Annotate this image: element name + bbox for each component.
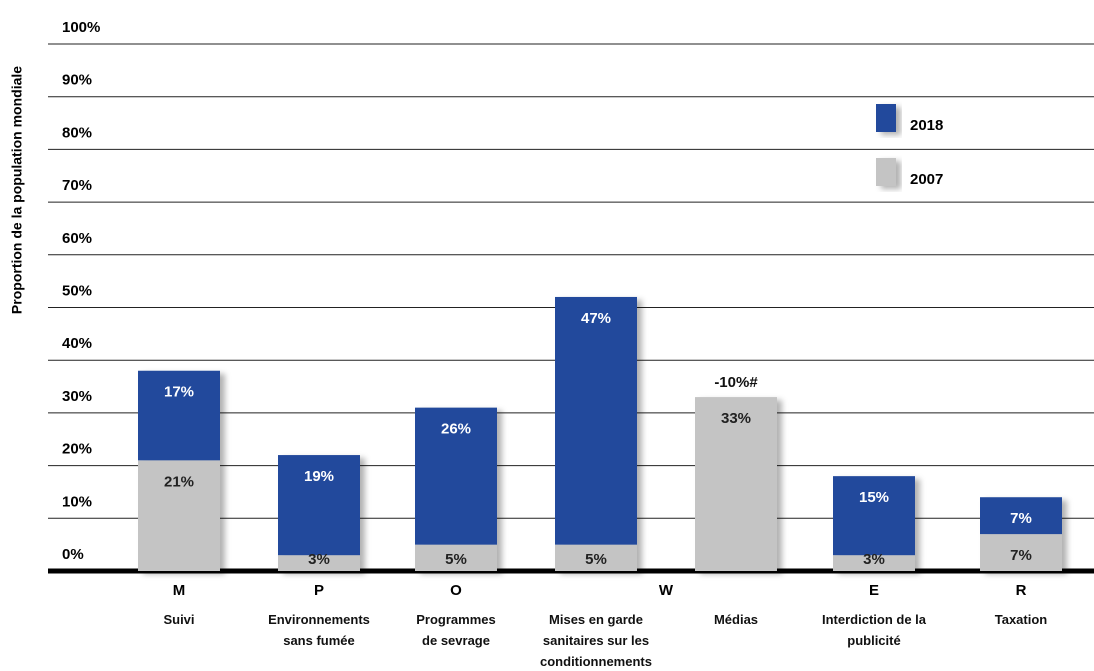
x-tick-label: Suivi <box>163 612 195 627</box>
bar-segment <box>138 460 220 571</box>
bar-stack <box>980 497 1062 571</box>
value-label: 33% <box>721 410 751 427</box>
y-axis-label: Proportion de la population mondiale <box>9 66 25 314</box>
value-label: 15% <box>859 489 889 506</box>
value-label: 7% <box>1010 510 1032 527</box>
bar-segment <box>415 407 497 545</box>
value-label: 47% <box>581 310 611 327</box>
x-tick-label: Mises en garde sanitaires sur les condit… <box>540 612 652 669</box>
bar-segment <box>278 455 360 556</box>
value-label: 5% <box>585 551 607 568</box>
bar-segment <box>555 296 637 545</box>
y-tick-label: 90% <box>62 72 92 89</box>
x-tick-label: Interdiction de la publicité <box>821 612 926 648</box>
legend-swatch <box>876 158 896 186</box>
y-tick-label: 70% <box>62 177 92 194</box>
y-tick-label: 100% <box>62 19 100 36</box>
y-tick-label: 80% <box>62 124 92 141</box>
bar-segment <box>555 544 637 571</box>
bar-segment <box>833 476 915 556</box>
y-tick-label: 0% <box>62 546 84 563</box>
bar-stack <box>415 407 497 571</box>
bar-segment <box>138 370 220 461</box>
x-tick-label: Programmes de sevrage <box>416 612 496 648</box>
category-letter: E <box>869 582 879 599</box>
legend-label: 2007 <box>910 171 943 188</box>
category-letter: W <box>659 582 674 599</box>
x-tick-label: Médias <box>713 612 759 627</box>
bar-segment <box>415 544 497 571</box>
x-tick-label: Environnements sans fumée <box>268 612 370 648</box>
bar-stack <box>278 455 360 571</box>
bar-segment <box>980 497 1062 535</box>
category-letter: P <box>314 582 324 599</box>
value-label: 21% <box>164 473 194 490</box>
bar-segment <box>278 555 360 571</box>
bar-segment <box>980 534 1062 571</box>
annotation: -10%# <box>714 374 758 391</box>
bar-stack <box>695 397 777 571</box>
category-letter: R <box>1016 582 1027 599</box>
bar-stack <box>833 476 915 571</box>
category-letter: M <box>173 582 186 599</box>
bar-stack <box>555 296 637 571</box>
value-label: 26% <box>441 421 471 438</box>
value-label: 3% <box>863 551 885 568</box>
value-label: 17% <box>164 384 194 401</box>
bars <box>138 296 1062 571</box>
x-tick-label: Taxation <box>994 612 1048 627</box>
legend-label: 2018 <box>910 117 943 134</box>
value-label: 3% <box>308 551 330 568</box>
y-tick-label: 40% <box>62 335 92 352</box>
bar-segment <box>695 397 777 571</box>
y-tick-label: 50% <box>62 282 92 299</box>
y-tick-label: 60% <box>62 230 92 247</box>
category-letter: O <box>450 582 462 599</box>
bar-segment <box>833 555 915 571</box>
y-tick-label: 20% <box>62 441 92 458</box>
y-tick-label: 10% <box>62 493 92 510</box>
bar-stack <box>138 370 220 571</box>
legend-swatch <box>876 104 896 132</box>
y-tick-label: 30% <box>62 388 92 405</box>
value-label: 7% <box>1010 547 1032 564</box>
value-label: 5% <box>445 551 467 568</box>
value-label: 19% <box>304 468 334 485</box>
